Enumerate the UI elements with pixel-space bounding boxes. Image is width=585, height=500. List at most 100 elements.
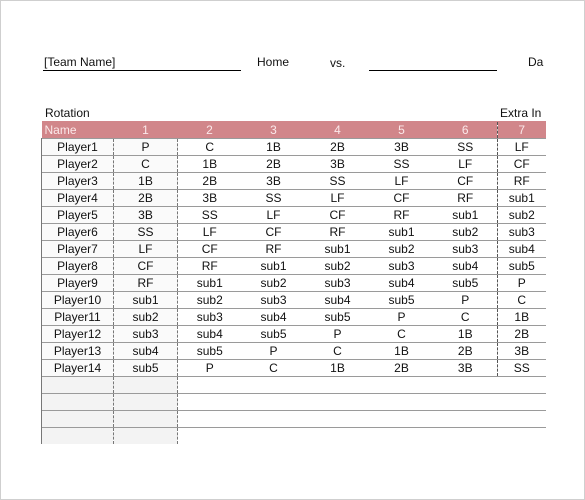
position-cell[interactable]: 1B bbox=[241, 138, 306, 156]
position-cell[interactable]: sub1 bbox=[433, 206, 498, 224]
position-cell[interactable]: RF bbox=[433, 189, 498, 207]
empty-cell[interactable] bbox=[241, 427, 306, 444]
empty-cell[interactable] bbox=[305, 376, 370, 394]
position-cell[interactable]: 3B bbox=[305, 155, 370, 173]
empty-cell[interactable] bbox=[241, 376, 306, 394]
position-cell[interactable]: sub4 bbox=[113, 342, 178, 360]
empty-cell[interactable] bbox=[369, 393, 434, 411]
player-name-cell[interactable]: Player14 bbox=[41, 359, 114, 377]
position-cell[interactable]: sub1 bbox=[241, 257, 306, 275]
position-cell[interactable]: SS bbox=[433, 138, 498, 156]
player-name-cell[interactable]: Player1 bbox=[41, 138, 114, 156]
position-cell[interactable]: sub2 bbox=[497, 206, 546, 224]
position-cell[interactable]: sub2 bbox=[113, 308, 178, 326]
position-cell[interactable]: 3B bbox=[497, 342, 546, 360]
position-cell[interactable]: CF bbox=[177, 240, 242, 258]
position-cell[interactable]: P bbox=[497, 274, 546, 292]
player-name-cell[interactable]: Player3 bbox=[41, 172, 114, 190]
position-cell[interactable]: C bbox=[241, 359, 306, 377]
position-cell[interactable]: sub4 bbox=[369, 274, 434, 292]
empty-cell[interactable] bbox=[113, 427, 178, 444]
position-cell[interactable]: LF bbox=[369, 172, 434, 190]
position-cell[interactable]: sub3 bbox=[497, 223, 546, 241]
position-cell[interactable]: sub3 bbox=[241, 291, 306, 309]
position-cell[interactable]: sub4 bbox=[241, 308, 306, 326]
position-cell[interactable]: sub1 bbox=[369, 223, 434, 241]
empty-cell[interactable] bbox=[177, 393, 242, 411]
empty-cell[interactable] bbox=[41, 427, 114, 444]
player-name-cell[interactable]: Player7 bbox=[41, 240, 114, 258]
position-cell[interactable]: sub3 bbox=[113, 325, 178, 343]
position-cell[interactable]: 3B bbox=[241, 172, 306, 190]
position-cell[interactable]: LF bbox=[113, 240, 178, 258]
empty-cell[interactable] bbox=[433, 376, 498, 394]
position-cell[interactable]: sub2 bbox=[177, 291, 242, 309]
position-cell[interactable]: 1B bbox=[113, 172, 178, 190]
position-cell[interactable]: CF bbox=[497, 155, 546, 173]
position-cell[interactable]: P bbox=[241, 342, 306, 360]
empty-cell[interactable] bbox=[433, 393, 498, 411]
empty-cell[interactable] bbox=[369, 410, 434, 428]
position-cell[interactable]: sub2 bbox=[305, 257, 370, 275]
empty-cell[interactable] bbox=[41, 393, 114, 411]
player-name-cell[interactable]: Player10 bbox=[41, 291, 114, 309]
empty-cell[interactable] bbox=[305, 410, 370, 428]
empty-cell[interactable] bbox=[41, 410, 114, 428]
position-cell[interactable]: sub3 bbox=[177, 308, 242, 326]
empty-cell[interactable] bbox=[177, 376, 242, 394]
position-cell[interactable]: sub1 bbox=[113, 291, 178, 309]
position-cell[interactable]: 1B bbox=[497, 308, 546, 326]
empty-cell[interactable] bbox=[177, 427, 242, 444]
position-cell[interactable]: sub1 bbox=[497, 189, 546, 207]
position-cell[interactable]: C bbox=[177, 138, 242, 156]
empty-cell[interactable] bbox=[497, 410, 546, 428]
position-cell[interactable]: LF bbox=[305, 189, 370, 207]
position-cell[interactable]: SS bbox=[241, 189, 306, 207]
position-cell[interactable]: 2B bbox=[369, 359, 434, 377]
position-cell[interactable]: C bbox=[433, 308, 498, 326]
empty-cell[interactable] bbox=[433, 410, 498, 428]
position-cell[interactable]: SS bbox=[305, 172, 370, 190]
player-name-cell[interactable]: Player13 bbox=[41, 342, 114, 360]
position-cell[interactable]: sub4 bbox=[305, 291, 370, 309]
position-cell[interactable]: 2B bbox=[305, 138, 370, 156]
position-cell[interactable]: LF bbox=[177, 223, 242, 241]
position-cell[interactable]: SS bbox=[177, 206, 242, 224]
position-cell[interactable]: 1B bbox=[305, 359, 370, 377]
position-cell[interactable]: sub5 bbox=[305, 308, 370, 326]
player-name-cell[interactable]: Player8 bbox=[41, 257, 114, 275]
position-cell[interactable]: 1B bbox=[369, 342, 434, 360]
position-cell[interactable]: sub2 bbox=[369, 240, 434, 258]
position-cell[interactable]: C bbox=[497, 291, 546, 309]
opponent-underline[interactable] bbox=[369, 70, 497, 71]
position-cell[interactable]: SS bbox=[113, 223, 178, 241]
empty-cell[interactable] bbox=[369, 427, 434, 444]
position-cell[interactable]: C bbox=[305, 342, 370, 360]
position-cell[interactable]: CF bbox=[113, 257, 178, 275]
empty-cell[interactable] bbox=[241, 393, 306, 411]
position-cell[interactable]: RF bbox=[305, 223, 370, 241]
empty-cell[interactable] bbox=[497, 376, 546, 394]
position-cell[interactable]: sub4 bbox=[497, 240, 546, 258]
empty-cell[interactable] bbox=[433, 427, 498, 444]
position-cell[interactable]: LF bbox=[241, 206, 306, 224]
empty-cell[interactable] bbox=[41, 376, 114, 394]
position-cell[interactable]: CF bbox=[241, 223, 306, 241]
player-name-cell[interactable]: Player12 bbox=[41, 325, 114, 343]
position-cell[interactable]: 3B bbox=[433, 359, 498, 377]
position-cell[interactable]: 2B bbox=[433, 342, 498, 360]
empty-cell[interactable] bbox=[113, 410, 178, 428]
position-cell[interactable]: CF bbox=[369, 189, 434, 207]
position-cell[interactable]: sub2 bbox=[433, 223, 498, 241]
position-cell[interactable]: sub4 bbox=[177, 325, 242, 343]
position-cell[interactable]: sub3 bbox=[433, 240, 498, 258]
position-cell[interactable]: sub2 bbox=[241, 274, 306, 292]
position-cell[interactable]: RF bbox=[113, 274, 178, 292]
position-cell[interactable]: RF bbox=[241, 240, 306, 258]
position-cell[interactable]: CF bbox=[305, 206, 370, 224]
empty-cell[interactable] bbox=[177, 410, 242, 428]
position-cell[interactable]: P bbox=[177, 359, 242, 377]
position-cell[interactable]: P bbox=[305, 325, 370, 343]
position-cell[interactable]: sub5 bbox=[177, 342, 242, 360]
empty-cell[interactable] bbox=[305, 393, 370, 411]
